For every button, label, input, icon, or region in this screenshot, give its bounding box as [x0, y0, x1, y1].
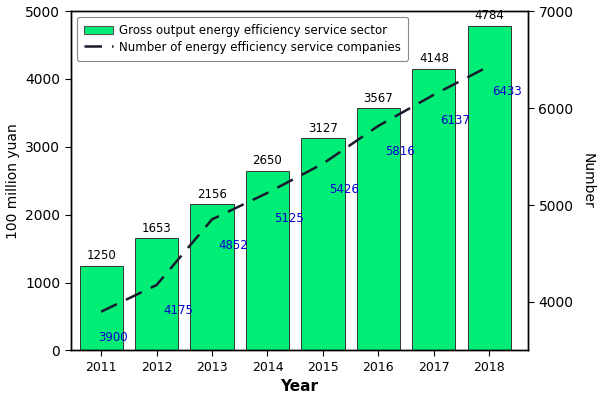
Text: 4148: 4148	[419, 52, 449, 66]
Text: 4852: 4852	[218, 239, 248, 252]
Text: 2650: 2650	[253, 154, 283, 167]
Text: 5816: 5816	[385, 145, 415, 158]
Text: 5426: 5426	[329, 183, 359, 196]
Legend: Gross output energy efficiency service sector, Number of energy efficiency servi: Gross output energy efficiency service s…	[77, 17, 408, 61]
Bar	[80, 266, 123, 350]
Text: 3127: 3127	[308, 122, 338, 135]
Bar	[135, 238, 178, 350]
Bar	[190, 204, 233, 350]
Text: 6137: 6137	[440, 114, 470, 127]
Bar	[246, 170, 289, 350]
Text: 4784: 4784	[475, 9, 504, 22]
Text: 5125: 5125	[274, 212, 304, 225]
Y-axis label: Number: Number	[580, 153, 595, 209]
Text: 1653: 1653	[142, 222, 172, 235]
X-axis label: Year: Year	[280, 380, 319, 394]
Text: 2156: 2156	[197, 188, 227, 201]
Text: 1250: 1250	[86, 249, 116, 262]
Bar	[357, 108, 400, 350]
Bar	[301, 138, 344, 350]
Text: 4175: 4175	[163, 304, 193, 318]
Text: 6433: 6433	[492, 86, 522, 98]
Text: 3567: 3567	[364, 92, 393, 105]
Text: 3900: 3900	[98, 331, 128, 344]
Bar	[467, 26, 511, 350]
Y-axis label: 100 million yuan: 100 million yuan	[5, 123, 20, 239]
Bar	[412, 69, 455, 350]
